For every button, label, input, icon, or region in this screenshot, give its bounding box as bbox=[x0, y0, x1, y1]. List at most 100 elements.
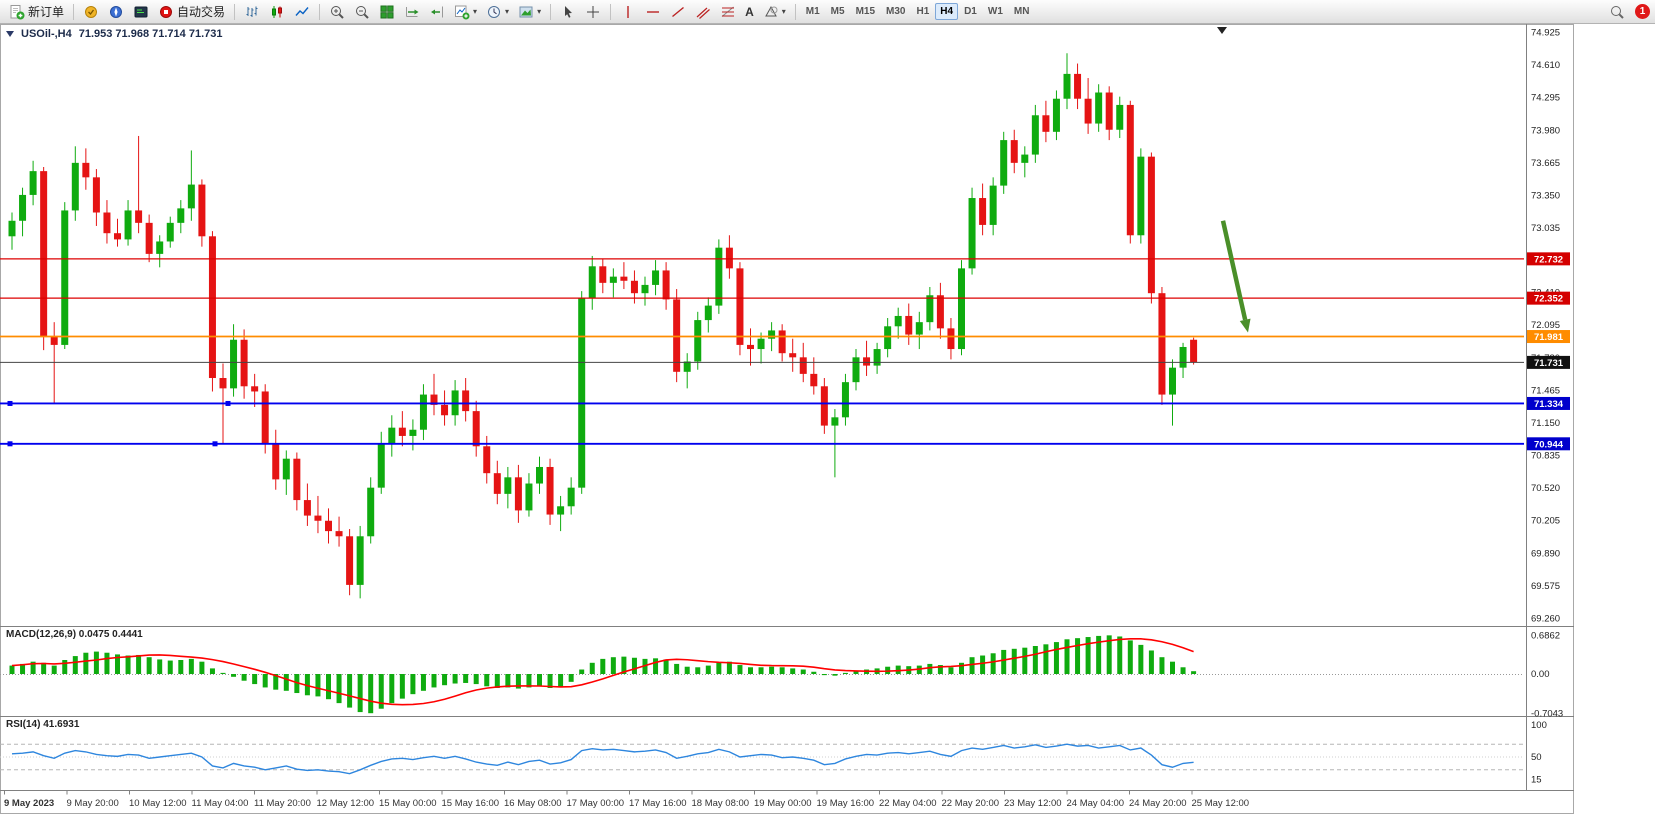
channel-button[interactable] bbox=[691, 1, 715, 23]
bull-candle bbox=[915, 322, 923, 335]
price-badge bbox=[1527, 330, 1570, 344]
bear-candle bbox=[979, 198, 987, 225]
line-anchor-marker[interactable] bbox=[212, 441, 218, 447]
macd-histogram-bar bbox=[621, 656, 627, 674]
cursor-button[interactable] bbox=[556, 1, 580, 23]
macd-histogram-bar bbox=[959, 662, 964, 674]
navigator-icon bbox=[108, 4, 124, 20]
macd-histogram-bar bbox=[842, 672, 848, 674]
time-axis-label: 12 May 12:00 bbox=[317, 798, 375, 809]
horizontal-lines[interactable] bbox=[0, 258, 1524, 447]
separator bbox=[550, 3, 552, 20]
text-tool-button[interactable]: A bbox=[741, 1, 758, 23]
price-axis-label: 70.205 bbox=[1531, 516, 1560, 527]
vertical-line-icon bbox=[620, 4, 636, 20]
macd-histogram-bar bbox=[326, 674, 331, 700]
bar-chart-icon bbox=[244, 4, 260, 20]
notification-badge[interactable]: 1 bbox=[1635, 4, 1650, 19]
macd-histogram-bar bbox=[199, 661, 205, 674]
vertical-line-button[interactable] bbox=[616, 1, 640, 23]
price-axis-label: 74.610 bbox=[1531, 60, 1560, 71]
macd-histogram-bar bbox=[378, 674, 384, 709]
bear-candle bbox=[103, 212, 111, 234]
chart-collapse-icon[interactable] bbox=[6, 31, 14, 37]
fibonacci-button[interactable] bbox=[716, 1, 740, 23]
terminal-button[interactable] bbox=[129, 1, 153, 23]
price-axis-label: 73.980 bbox=[1531, 125, 1560, 136]
bull-candle bbox=[1031, 115, 1039, 155]
line-anchor-marker[interactable] bbox=[225, 400, 231, 406]
shapes-button[interactable]: ▾ bbox=[759, 1, 790, 23]
bull-candle bbox=[588, 266, 596, 299]
crosshair-button[interactable] bbox=[581, 1, 605, 23]
macd-histogram-bar bbox=[537, 674, 542, 686]
chart-shift-button[interactable] bbox=[425, 1, 449, 23]
macd-histogram-bar bbox=[1043, 644, 1049, 674]
bull-candle bbox=[768, 330, 776, 339]
timeframe-button-h4[interactable]: H4 bbox=[935, 3, 959, 20]
time-axis-label: 24 May 04:00 bbox=[1067, 798, 1125, 809]
arrow-head[interactable] bbox=[1239, 318, 1251, 333]
zoom-in-button[interactable] bbox=[325, 1, 349, 23]
zoom-out-button[interactable] bbox=[350, 1, 374, 23]
price-badge-label: 71.334 bbox=[1534, 399, 1564, 410]
autotrading-button[interactable]: 自动交易 bbox=[154, 1, 229, 23]
chart-frame bbox=[0, 24, 1574, 814]
bear-candle bbox=[335, 531, 343, 537]
timeframe-button-h1[interactable]: H1 bbox=[916, 6, 930, 17]
bull-candle bbox=[177, 208, 185, 223]
timeframe-button-mn[interactable]: MN bbox=[1013, 6, 1030, 17]
periods-icon bbox=[486, 4, 502, 20]
timeframe-button-d1[interactable]: D1 bbox=[964, 6, 977, 17]
periods-button[interactable]: ▾ bbox=[482, 1, 513, 23]
line-chart-button[interactable] bbox=[290, 1, 314, 23]
price-chart-canvas[interactable]: 74.925 74.610 74.295 73.980 73.665 73.350 73.0… bbox=[0, 24, 1655, 828]
trendline-button[interactable] bbox=[666, 1, 690, 23]
bull-candle bbox=[1179, 346, 1187, 368]
price-badge-label: 72.732 bbox=[1534, 254, 1563, 265]
price-axis-label: 69.260 bbox=[1531, 614, 1560, 625]
bear-candle bbox=[1074, 73, 1082, 99]
bear-candle bbox=[135, 210, 143, 223]
navigator-button[interactable] bbox=[104, 1, 128, 23]
bear-candle bbox=[905, 315, 913, 335]
macd-histogram-bar bbox=[631, 657, 637, 674]
time-axis-label: 24 May 20:00 bbox=[1129, 798, 1187, 809]
price-axis-label: 72.095 bbox=[1531, 320, 1560, 331]
trend-arrow-annotation[interactable] bbox=[1220, 220, 1251, 333]
chart-shift-marker[interactable] bbox=[1217, 27, 1227, 34]
bear-candle bbox=[1158, 293, 1166, 395]
bear-candle bbox=[789, 353, 797, 358]
horizontal-line-button[interactable] bbox=[641, 1, 665, 23]
templates-button[interactable]: ▾ bbox=[514, 1, 545, 23]
timeframe-button-m30[interactable]: M30 bbox=[886, 6, 906, 17]
horizontal-line-icon bbox=[645, 4, 661, 20]
auto-scroll-button[interactable] bbox=[400, 1, 424, 23]
arrow-shaft[interactable] bbox=[1220, 220, 1248, 321]
bull-candle bbox=[884, 326, 892, 350]
timeframe-button-m5[interactable]: M5 bbox=[830, 6, 845, 17]
chart-shift-icon bbox=[429, 4, 445, 20]
macd-histogram-bar bbox=[241, 674, 247, 681]
macd-panel: 0.6862 0.00 -0.7043 bbox=[0, 631, 1563, 719]
indicators-button[interactable]: ▾ bbox=[450, 1, 481, 23]
timeframe-button-w1[interactable]: W1 bbox=[987, 6, 1003, 17]
macd-histogram-bar bbox=[30, 661, 36, 674]
dropdown-caret: ▾ bbox=[537, 6, 542, 16]
timeframe-button-m1[interactable]: M1 bbox=[805, 6, 820, 17]
market-watch-button[interactable] bbox=[79, 1, 103, 23]
bull-candle bbox=[757, 338, 765, 350]
price-badge-label: 71.731 bbox=[1534, 358, 1564, 369]
candlestick-chart-button[interactable] bbox=[265, 1, 289, 23]
line-anchor-marker[interactable] bbox=[7, 441, 13, 447]
price-badge-label: 71.981 bbox=[1534, 332, 1564, 343]
macd-histogram-bar bbox=[610, 657, 616, 674]
new-order-button[interactable]: 新订单 bbox=[5, 1, 68, 23]
search-button[interactable] bbox=[1605, 1, 1629, 23]
separator bbox=[610, 3, 612, 20]
tile-windows-button[interactable] bbox=[375, 1, 399, 23]
zoom-in-icon bbox=[329, 4, 345, 20]
timeframe-button-m15[interactable]: M15 bbox=[855, 6, 876, 17]
bar-chart-button[interactable] bbox=[240, 1, 264, 23]
line-anchor-marker[interactable] bbox=[7, 400, 13, 406]
